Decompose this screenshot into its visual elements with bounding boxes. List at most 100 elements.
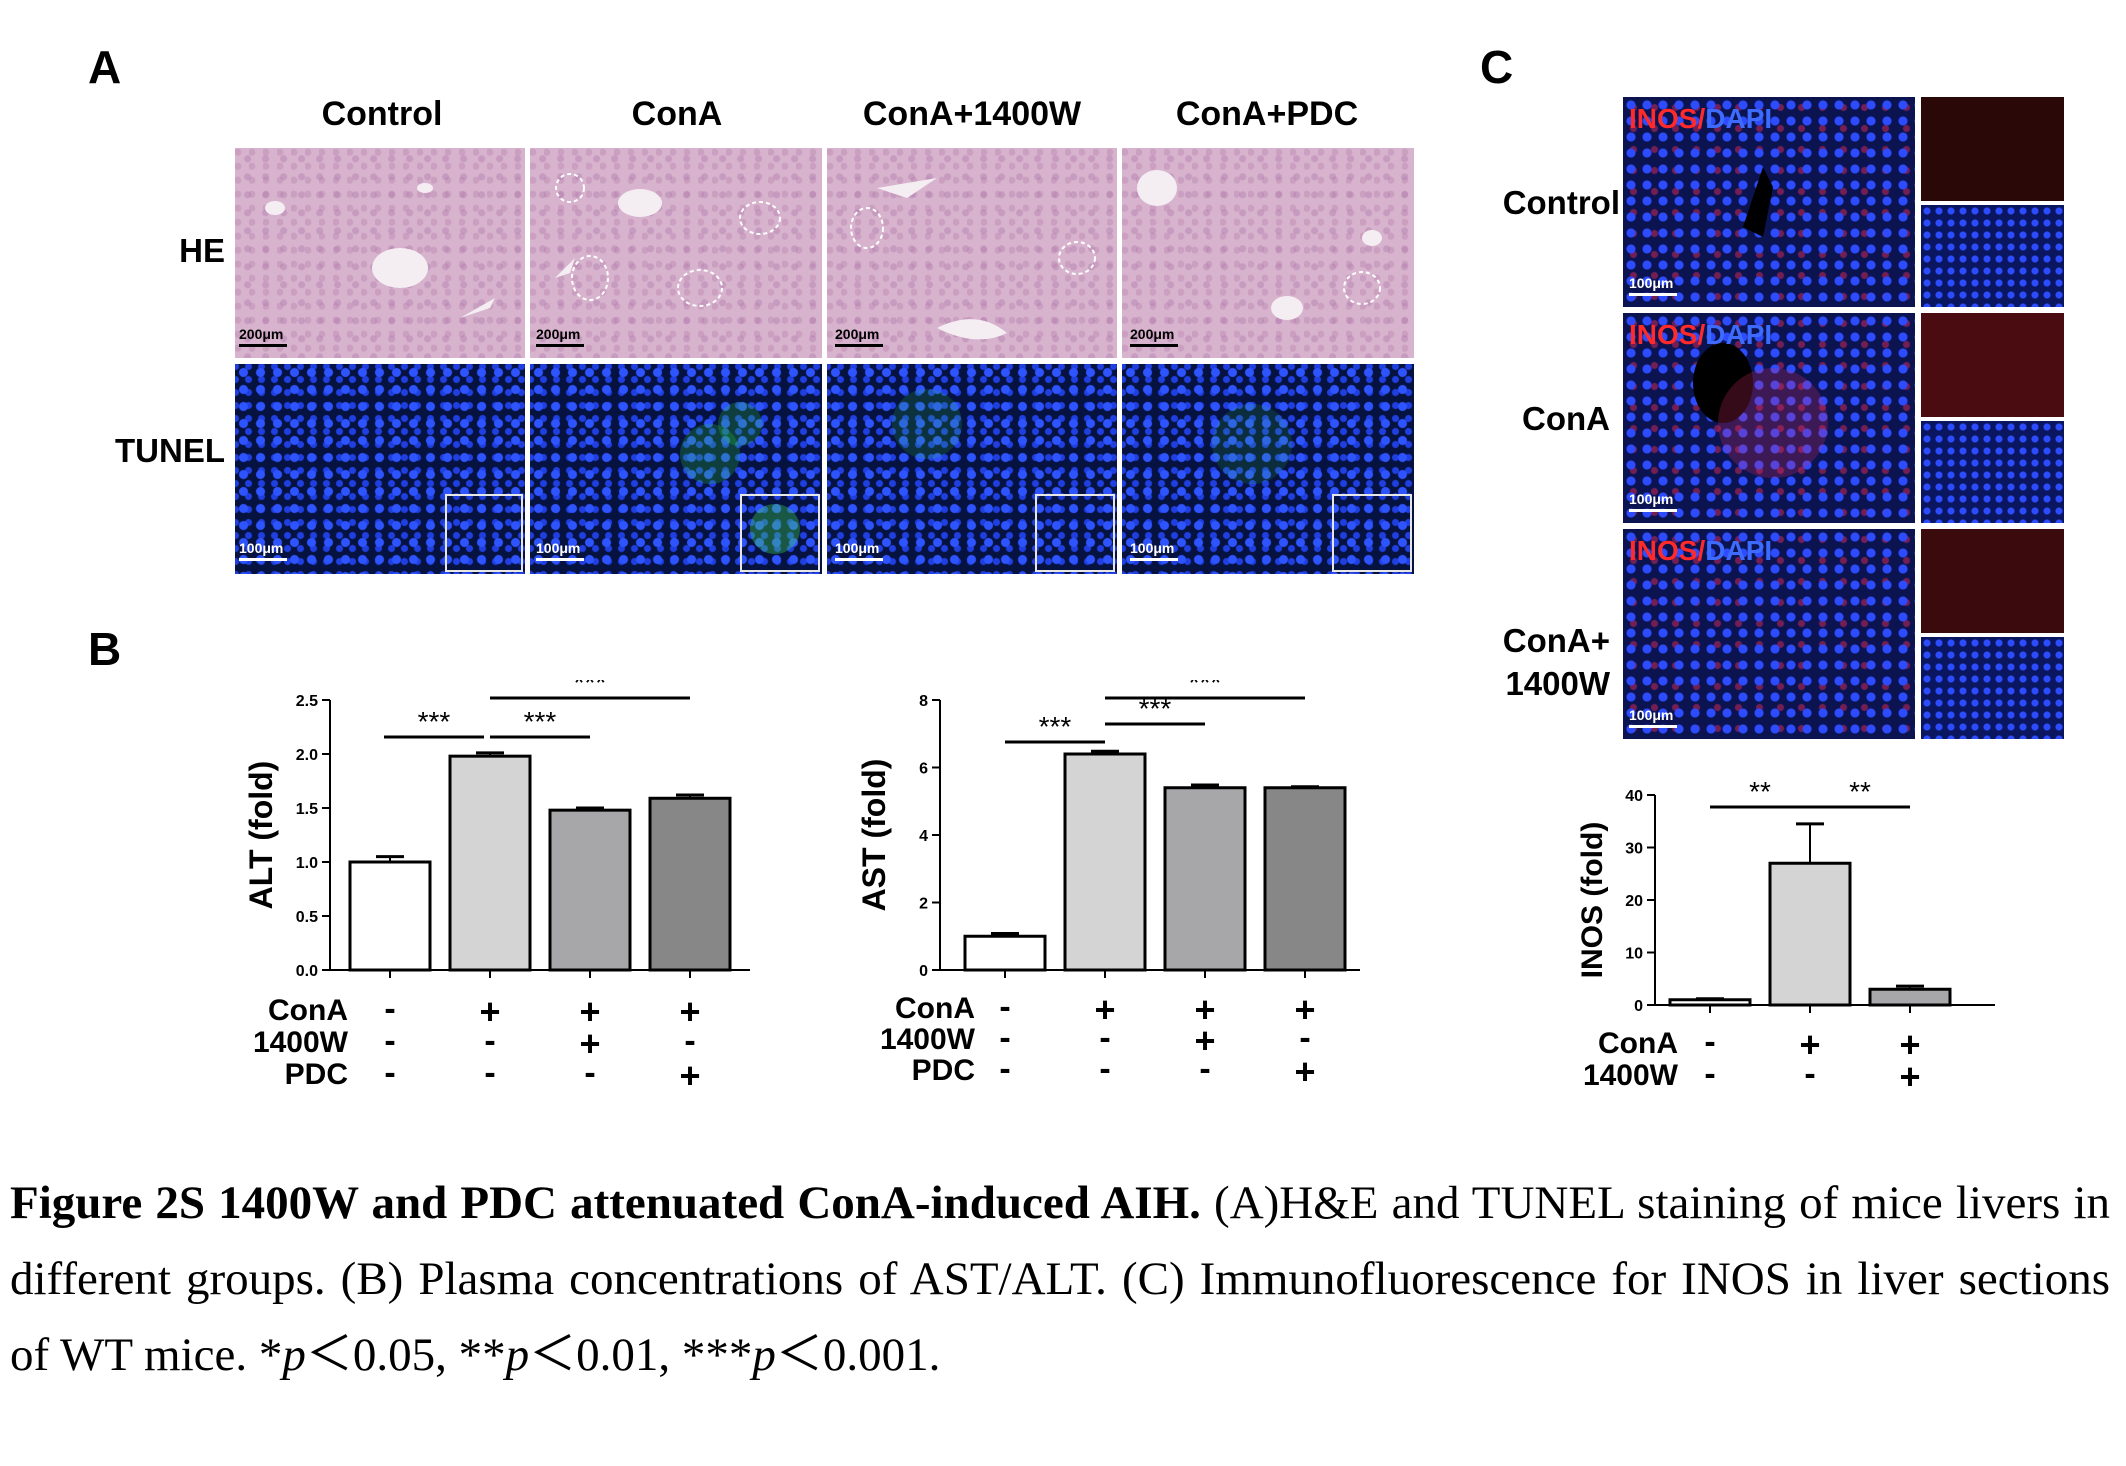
y-tick-label: 8 [919, 693, 928, 710]
tunel-scale-bar-cona-pdc: 100μm [1130, 540, 1178, 561]
treatment-sign: + [579, 991, 600, 1032]
he-image-cona-pdc: 200μm [1122, 148, 1414, 358]
treatment-sign: + [1194, 1020, 1215, 1061]
y-tick-label: 0.0 [296, 963, 318, 980]
caption-text-2: ＜0.05, ** [305, 1329, 506, 1381]
caption-text-1: (A)H&E and TUNEL staining of mice livers… [10, 1177, 2110, 1381]
he-scale-bar-cona: 200μm [536, 326, 584, 347]
treatment-sign: + [1899, 1024, 1920, 1065]
treatment-label: 1400W [880, 1023, 976, 1056]
tunel-scale-bar-cona: 100μm [536, 540, 584, 561]
column-header-cona: ConA [631, 95, 723, 133]
caption-p-1: p [282, 1329, 306, 1381]
bar [548, 808, 632, 972]
treatment-sign: + [579, 1023, 600, 1064]
treatment-sign: - [1299, 1019, 1310, 1057]
tunel-scale-bar-cona-1400w: 100μm [835, 540, 883, 561]
bar [1668, 998, 1752, 1007]
treatment-sign: + [679, 991, 700, 1032]
y-tick-label: 30 [1625, 841, 1643, 858]
treatment-label: ConA [1598, 1027, 1678, 1060]
treatment-sign: - [1804, 1055, 1815, 1093]
y-tick-label: 1.0 [296, 855, 318, 872]
dapi-blue-channel-cona-1400w [1921, 637, 2064, 739]
y-tick-label: 0 [919, 963, 928, 980]
treatment-sign: - [584, 1054, 595, 1092]
panel-a-letter: A [88, 41, 122, 93]
bar [348, 860, 432, 972]
inos-dapi-label-cona: INOS/DAPI [1629, 319, 1773, 350]
y-tick-label: 2.5 [296, 693, 318, 710]
y-tick-label: 0 [1634, 998, 1643, 1015]
bar [1263, 786, 1347, 972]
treatment-sign: + [479, 991, 500, 1032]
treatment-sign: - [1704, 1023, 1715, 1061]
inos-red-channel-cona-1400w [1921, 529, 2064, 633]
treatment-sign: + [679, 1055, 700, 1096]
treatment-sign: - [1704, 1055, 1715, 1093]
treatment-label: ConA [268, 994, 348, 1027]
treatment-sign: + [1294, 1051, 1315, 1092]
treatment-sign: + [1799, 1024, 1820, 1065]
treatment-sign: - [1099, 1019, 1110, 1057]
caption-title: Figure 2S 1400W and PDC attenuated ConA-… [10, 1177, 1201, 1229]
tunel-inset-cona [740, 494, 820, 572]
c-row-header-cona-plus: ConA+ [1502, 622, 1610, 659]
he-image-cona: 200μm [530, 148, 822, 358]
y-tick-label: 40 [1625, 788, 1643, 805]
significance-label: *** [524, 706, 557, 737]
treatment-label: PDC [285, 1058, 348, 1091]
caption-text-3: ＜0.01, *** [529, 1329, 753, 1381]
treatment-sign: + [1899, 1056, 1920, 1097]
treatment-sign: - [1199, 1050, 1210, 1088]
bar [1163, 786, 1247, 972]
y-tick-label: 2.0 [296, 747, 318, 764]
column-header-cona-pdc: ConA+PDC [1175, 95, 1359, 133]
y-axis-label: AST (fold) [856, 759, 892, 912]
inos-merge-control: INOS/DAPI 100μm [1623, 97, 1915, 307]
y-axis-label: INOS (fold) [1576, 822, 1609, 979]
bar [1063, 752, 1147, 972]
tunel-image-control: 100μm [235, 364, 525, 574]
row-header-he: HE [179, 232, 225, 269]
y-tick-label: 6 [919, 761, 928, 778]
tunel-inset-cona-1400w [1035, 494, 1115, 572]
row-header-tunel: TUNEL [115, 432, 225, 469]
bar [1868, 987, 1952, 1007]
bar [1768, 861, 1852, 1007]
he-scale-bar-cona-pdc: 200μm [1130, 326, 1178, 347]
panel-c-letter: C [1480, 41, 1514, 93]
treatment-sign: - [384, 1022, 395, 1060]
treatment-sign: - [484, 1054, 495, 1092]
treatment-sign: - [484, 1022, 495, 1060]
dapi-blue-channel-cona [1921, 421, 2064, 523]
inos-merge-cona: INOS/DAPI 100μm [1623, 313, 1915, 523]
significance-label: *** [1189, 680, 1222, 698]
panel-b-letter: B [88, 623, 122, 675]
alt-bar-chart: 0.0 0.5 1.0 1.5 2.0 2.5 ALT (fold) *** *** *** Con… [243, 680, 750, 1096]
inos-dapi-label-cona-1400w: INOS/DAPI [1629, 535, 1773, 566]
treatment-label: PDC [912, 1054, 975, 1087]
y-tick-label: 20 [1625, 893, 1643, 910]
treatment-sign: - [999, 988, 1010, 1026]
inos-merge-cona-1400w: INOS/DAPI 100μm [1623, 529, 1915, 739]
inos-dapi-label-control: INOS/DAPI [1629, 103, 1773, 134]
significance-label: *** [418, 706, 451, 737]
bar [648, 796, 732, 972]
c-row-header-1400w: 1400W [1505, 665, 1610, 702]
he-image-cona-1400w: 200μm [827, 148, 1117, 358]
column-header-control: Control [321, 95, 443, 133]
y-tick-label: 1.5 [296, 801, 318, 818]
caption-text-4: ＜0.001. [775, 1329, 941, 1381]
y-tick-label: 4 [919, 828, 928, 845]
treatment-sign: - [999, 1019, 1010, 1057]
treatment-sign: + [1294, 989, 1315, 1030]
treatment-sign: + [1194, 989, 1215, 1030]
inos-scale-bar-control: 100μm [1629, 275, 1677, 296]
treatment-label: 1400W [1583, 1059, 1679, 1092]
significance-label: *** [574, 680, 607, 698]
column-header-cona-1400w: ConA+1400W [862, 95, 1082, 133]
he-scale-bar-control: 200μm [239, 326, 287, 347]
inos-red-channel-cona [1921, 313, 2064, 417]
